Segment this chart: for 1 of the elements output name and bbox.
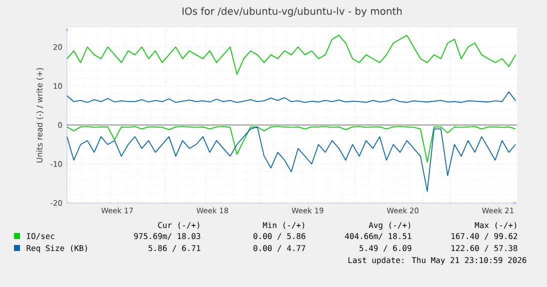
chart-title: IOs for /dev/ubuntu-vg/ubuntu-lv - by month	[182, 7, 402, 17]
